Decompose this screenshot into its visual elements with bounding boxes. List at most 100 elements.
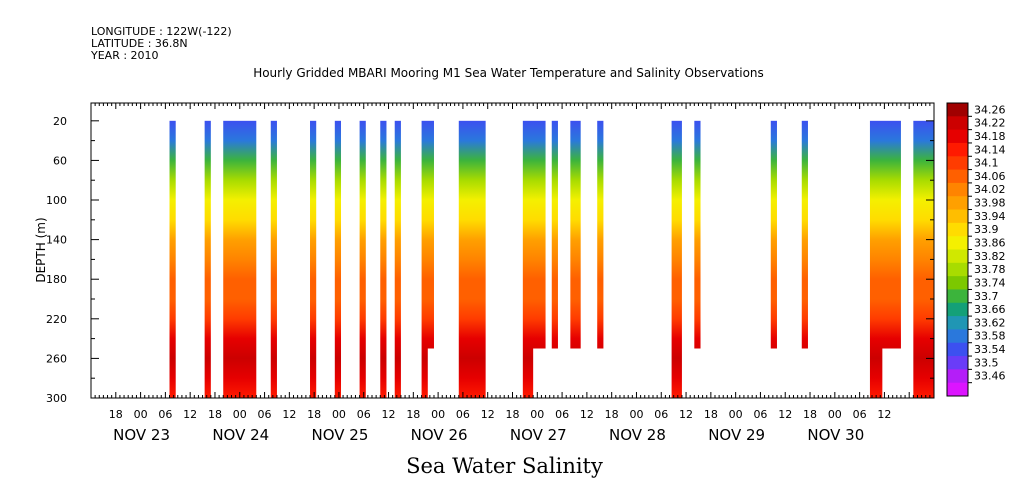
- x-date-label: NOV 28: [609, 426, 666, 444]
- x-tick-labels: 18 00 06 12 18 00 06 12 18 00 06 12 18 00 06 12 18 00 06 12…: [109, 408, 892, 421]
- colorbar-label: 33.78: [974, 263, 1006, 276]
- observation-segment: [597, 120, 604, 349]
- x-tick-label: 12: [778, 408, 792, 421]
- x-tick-label: 18: [406, 408, 420, 421]
- observation-segment: [801, 120, 808, 349]
- y-tick-label: 300: [46, 392, 67, 405]
- observation-segment: [522, 120, 546, 349]
- colorbar-label: 34.22: [974, 117, 1006, 130]
- colorbar-swatch: [947, 276, 968, 290]
- y-tick-label: 180: [46, 273, 67, 286]
- observation-segment-deep: [421, 348, 428, 398]
- observation-segments: [169, 120, 934, 399]
- colorbar-swatch: [947, 222, 968, 237]
- colorbar-swatch: [947, 196, 968, 211]
- x-date-label: NOV 24: [212, 426, 269, 444]
- x-tick-label: 06: [853, 408, 867, 421]
- x-tick-label: 18: [605, 408, 619, 421]
- x-tick-label: 18: [506, 408, 520, 421]
- colorbar-swatch: [947, 169, 968, 184]
- observation-segment: [694, 120, 701, 349]
- observation-segment: [204, 120, 211, 399]
- x-date-label: NOV 27: [510, 426, 567, 444]
- x-tick-label: 06: [158, 408, 172, 421]
- chart-title: Hourly Gridded MBARI Mooring M1 Sea Wate…: [253, 66, 764, 80]
- colorbar-label: 33.5: [974, 356, 999, 369]
- observation-segment: [169, 120, 176, 399]
- colorbar-swatch: [947, 302, 968, 317]
- x-tick-label: 00: [134, 408, 148, 421]
- x-tick-label: 12: [183, 408, 197, 421]
- colorbar-swatch: [947, 142, 968, 157]
- colorbar-swatch: [947, 369, 968, 384]
- colorbar-label: 34.02: [974, 183, 1006, 196]
- x-tick-label: 00: [233, 408, 247, 421]
- x-date-label: NOV 30: [807, 426, 864, 444]
- colorbar-swatch: [947, 116, 968, 131]
- observation-segment: [421, 120, 434, 349]
- colorbar-swatch: [947, 382, 968, 397]
- y-tick-label: 60: [53, 154, 67, 167]
- observation-segment: [394, 120, 401, 399]
- x-tick-label: 12: [282, 408, 296, 421]
- colorbar-label: 34.1: [974, 157, 999, 170]
- x-tick-label: 12: [382, 408, 396, 421]
- colorbar: 34.2634.2234.1834.1434.134.0634.0233.983…: [946, 102, 1006, 397]
- axis-ticks: [90, 103, 935, 399]
- colorbar-swatch: [947, 249, 968, 264]
- colorbar-label: 33.46: [974, 370, 1006, 383]
- colorbar-swatch: [947, 129, 968, 144]
- colorbar-label: 34.18: [974, 130, 1006, 143]
- colorbar-swatch: [947, 236, 968, 250]
- colorbar-label: 33.7: [974, 290, 999, 303]
- colorbar-swatch: [947, 156, 968, 171]
- x-tick-label: 06: [258, 408, 272, 421]
- y-tick-label: 260: [46, 352, 67, 365]
- observation-segment: [270, 120, 277, 399]
- colorbar-swatch: [947, 289, 968, 304]
- x-date-label: NOV 26: [411, 426, 468, 444]
- x-tick-label: 00: [431, 408, 445, 421]
- x-tick-label: 00: [530, 408, 544, 421]
- colorbar-label: 34.06: [974, 170, 1006, 183]
- x-tick-label: 18: [803, 408, 817, 421]
- colorbar-label: 33.86: [974, 237, 1006, 250]
- colorbar-swatch: [947, 182, 968, 197]
- colorbar-label: 33.66: [974, 303, 1006, 316]
- x-tick-label: 18: [109, 408, 123, 421]
- colorbar-label: 33.58: [974, 330, 1006, 343]
- y-tick-label: 140: [46, 234, 67, 247]
- x-tick-label: 12: [679, 408, 693, 421]
- x-tick-label: 00: [332, 408, 346, 421]
- observation-segment: [310, 120, 317, 399]
- year-label: YEAR : 2010: [91, 49, 159, 62]
- colorbar-label: 34.26: [974, 103, 1006, 116]
- x-tick-label: 18: [307, 408, 321, 421]
- x-tick-label: 06: [654, 408, 668, 421]
- colorbar-label: 34.14: [974, 143, 1006, 156]
- colorbar-swatch: [947, 262, 968, 277]
- x-tick-label: 12: [481, 408, 495, 421]
- colorbar-label: 33.94: [974, 210, 1006, 223]
- x-tick-label: 12: [580, 408, 594, 421]
- colorbar-swatch: [947, 103, 968, 117]
- colorbar-label: 33.82: [974, 250, 1006, 263]
- longitude-label: LONGITUDE : 122W(-122): [91, 25, 232, 38]
- x-tick-label: 00: [828, 408, 842, 421]
- x-tick-label: 06: [456, 408, 470, 421]
- observation-segment: [458, 120, 486, 399]
- colorbar-label: 33.54: [974, 343, 1006, 356]
- y-tick-labels: 20 60 100 140 180 220 260 300: [46, 115, 67, 405]
- observation-segment: [334, 120, 342, 399]
- x-tick-label: 12: [877, 408, 891, 421]
- latitude-label: LATITUDE : 36.8N: [91, 37, 188, 50]
- observation-segment-deep: [522, 348, 534, 398]
- x-tick-label: 18: [208, 408, 222, 421]
- x-date-label: NOV 25: [311, 426, 368, 444]
- observation-segment-deep: [869, 348, 883, 398]
- x-tick-label: 18: [704, 408, 718, 421]
- observation-segment: [869, 120, 901, 349]
- colorbar-swatch: [947, 356, 968, 370]
- x-tick-label: 00: [629, 408, 643, 421]
